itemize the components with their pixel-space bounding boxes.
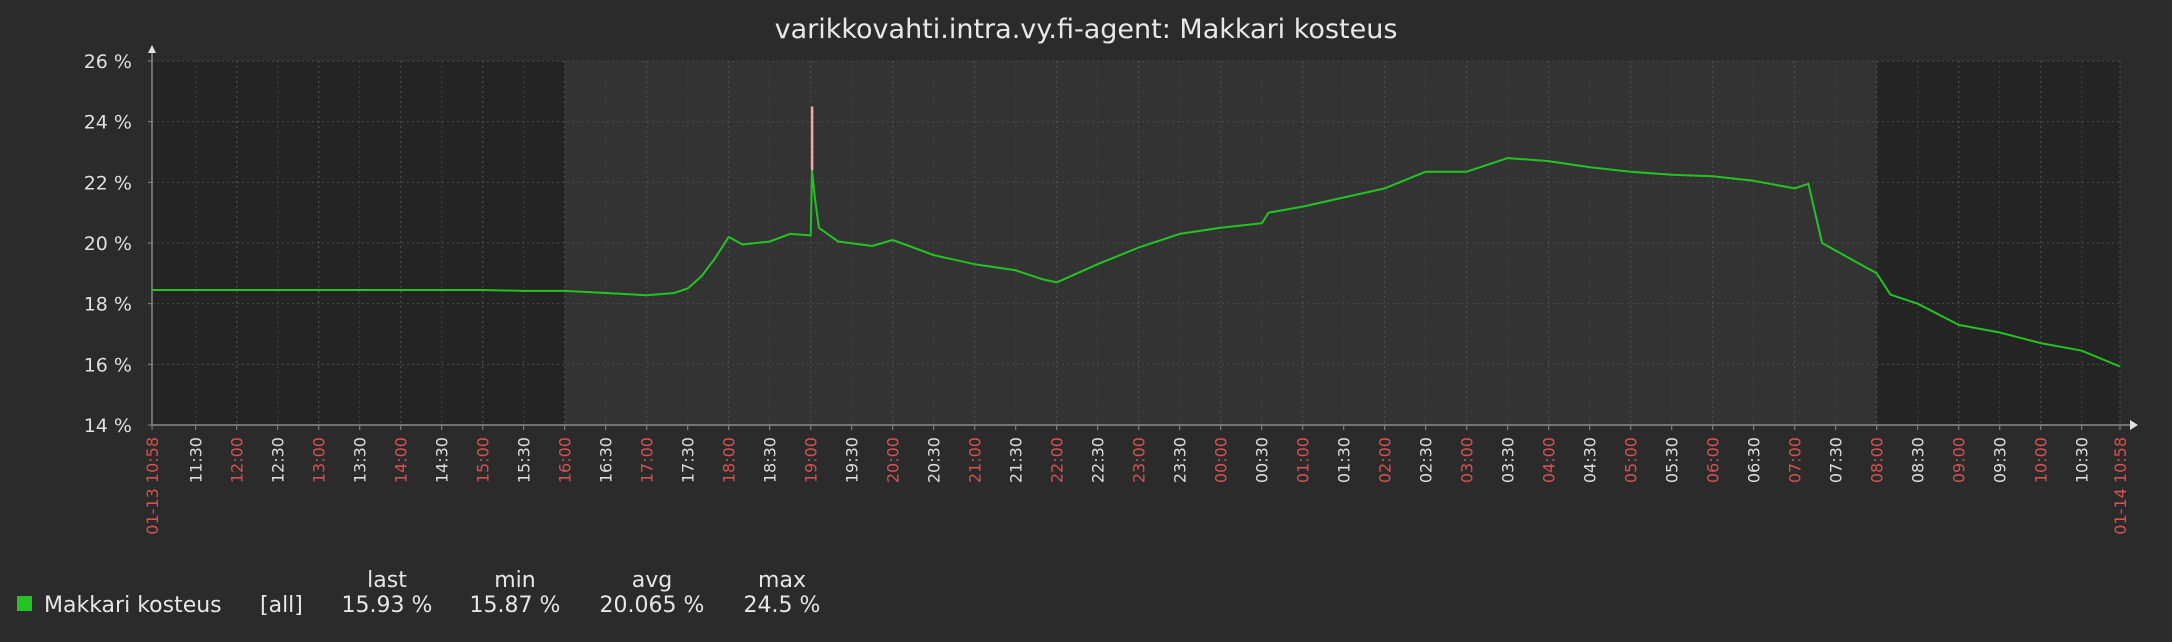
y-axis-arrow-icon [148,45,156,53]
x-tick-label: 22:30 [1089,437,1108,483]
x-tick-label: 08:00 [1868,437,1887,483]
x-tick-label: 01-13 10:58 [143,437,162,535]
x-tick-label: 23:30 [1171,437,1190,483]
x-tick-label: 12:30 [269,437,288,483]
legend-avg-value: 20.065 % [600,593,705,618]
x-tick-label: 03:30 [1499,437,1518,483]
x-tick-label: 18:30 [761,437,780,483]
legend-scope: [all] [260,593,303,618]
x-tick-label: 15:30 [515,437,534,483]
x-tick-label: 01-14 10:58 [2111,437,2130,535]
legend-header-last: last [367,568,407,593]
y-tick-label: 24 % [84,112,132,134]
x-tick-label: 04:30 [1581,437,1600,483]
y-tick-label: 16 % [84,354,132,376]
x-tick-label: 23:00 [1130,437,1149,483]
x-tick-label: 03:00 [1458,437,1477,483]
x-tick-label: 22:00 [1048,437,1067,483]
legend-header-avg: avg [632,568,672,593]
x-tick-label: 17:00 [638,437,657,483]
x-tick-label: 02:30 [1417,437,1436,483]
x-tick-label: 08:30 [1909,437,1928,483]
x-tick-label: 13:30 [351,437,370,483]
x-tick-label: 12:00 [228,437,247,483]
x-tick-label: 09:00 [1950,437,1969,483]
x-tick-label: 05:00 [1622,437,1641,483]
y-tick-label: 14 % [84,415,132,437]
x-tick-label: 01:00 [1294,437,1313,483]
x-tick-label: 21:00 [966,437,985,483]
legend-swatch [17,596,32,611]
x-tick-label: 00:30 [1253,437,1272,483]
x-axis-arrow-icon [2130,420,2138,430]
x-tick-label: 07:00 [1786,437,1805,483]
chart-title: varikkovahti.intra.vy.fi-agent: Makkari … [775,14,1398,45]
y-tick-label: 26 % [84,51,132,73]
x-tick-label: 07:30 [1827,437,1846,483]
x-tick-label: 16:00 [556,437,575,483]
legend-series-name: Makkari kosteus [44,593,222,618]
x-tick-label: 00:00 [1212,437,1231,483]
x-tick-label: 02:00 [1376,437,1395,483]
x-tick-label: 13:00 [310,437,329,483]
y-tick-label: 20 % [84,233,132,255]
legend-max-value: 24.5 % [744,593,821,618]
x-tick-label: 09:30 [1991,437,2010,483]
x-tick-label: 17:30 [679,437,698,483]
x-tick-label: 06:30 [1745,437,1764,483]
series-line-makkari-kosteus [152,157,2121,368]
y-tick-label: 22 % [84,172,132,194]
x-tick-label: 11:30 [187,437,206,483]
legend-last-value: 15.93 % [342,593,433,618]
x-tick-label: 20:00 [884,437,903,483]
x-tick-label: 15:00 [474,437,493,483]
x-tick-label: 10:00 [2032,437,2051,483]
x-tick-label: 16:30 [597,437,616,483]
x-tick-label: 04:00 [1540,437,1559,483]
x-tick-label: 19:00 [802,437,821,483]
y-tick-label: 18 % [84,294,132,316]
legend-header-min: min [494,568,536,593]
x-tick-label: 06:00 [1704,437,1723,483]
x-tick-label: 19:30 [843,437,862,483]
x-tick-label: 21:30 [1007,437,1026,483]
x-tick-label: 18:00 [720,437,739,483]
x-tick-label: 05:30 [1663,437,1682,483]
x-tick-label: 01:30 [1335,437,1354,483]
x-tick-label: 10:30 [2073,437,2092,483]
x-tick-label: 14:00 [392,437,411,483]
x-tick-label: 20:30 [925,437,944,483]
legend-min-value: 15.87 % [470,593,561,618]
x-tick-label: 14:30 [433,437,452,483]
legend-header-max: max [758,568,806,593]
